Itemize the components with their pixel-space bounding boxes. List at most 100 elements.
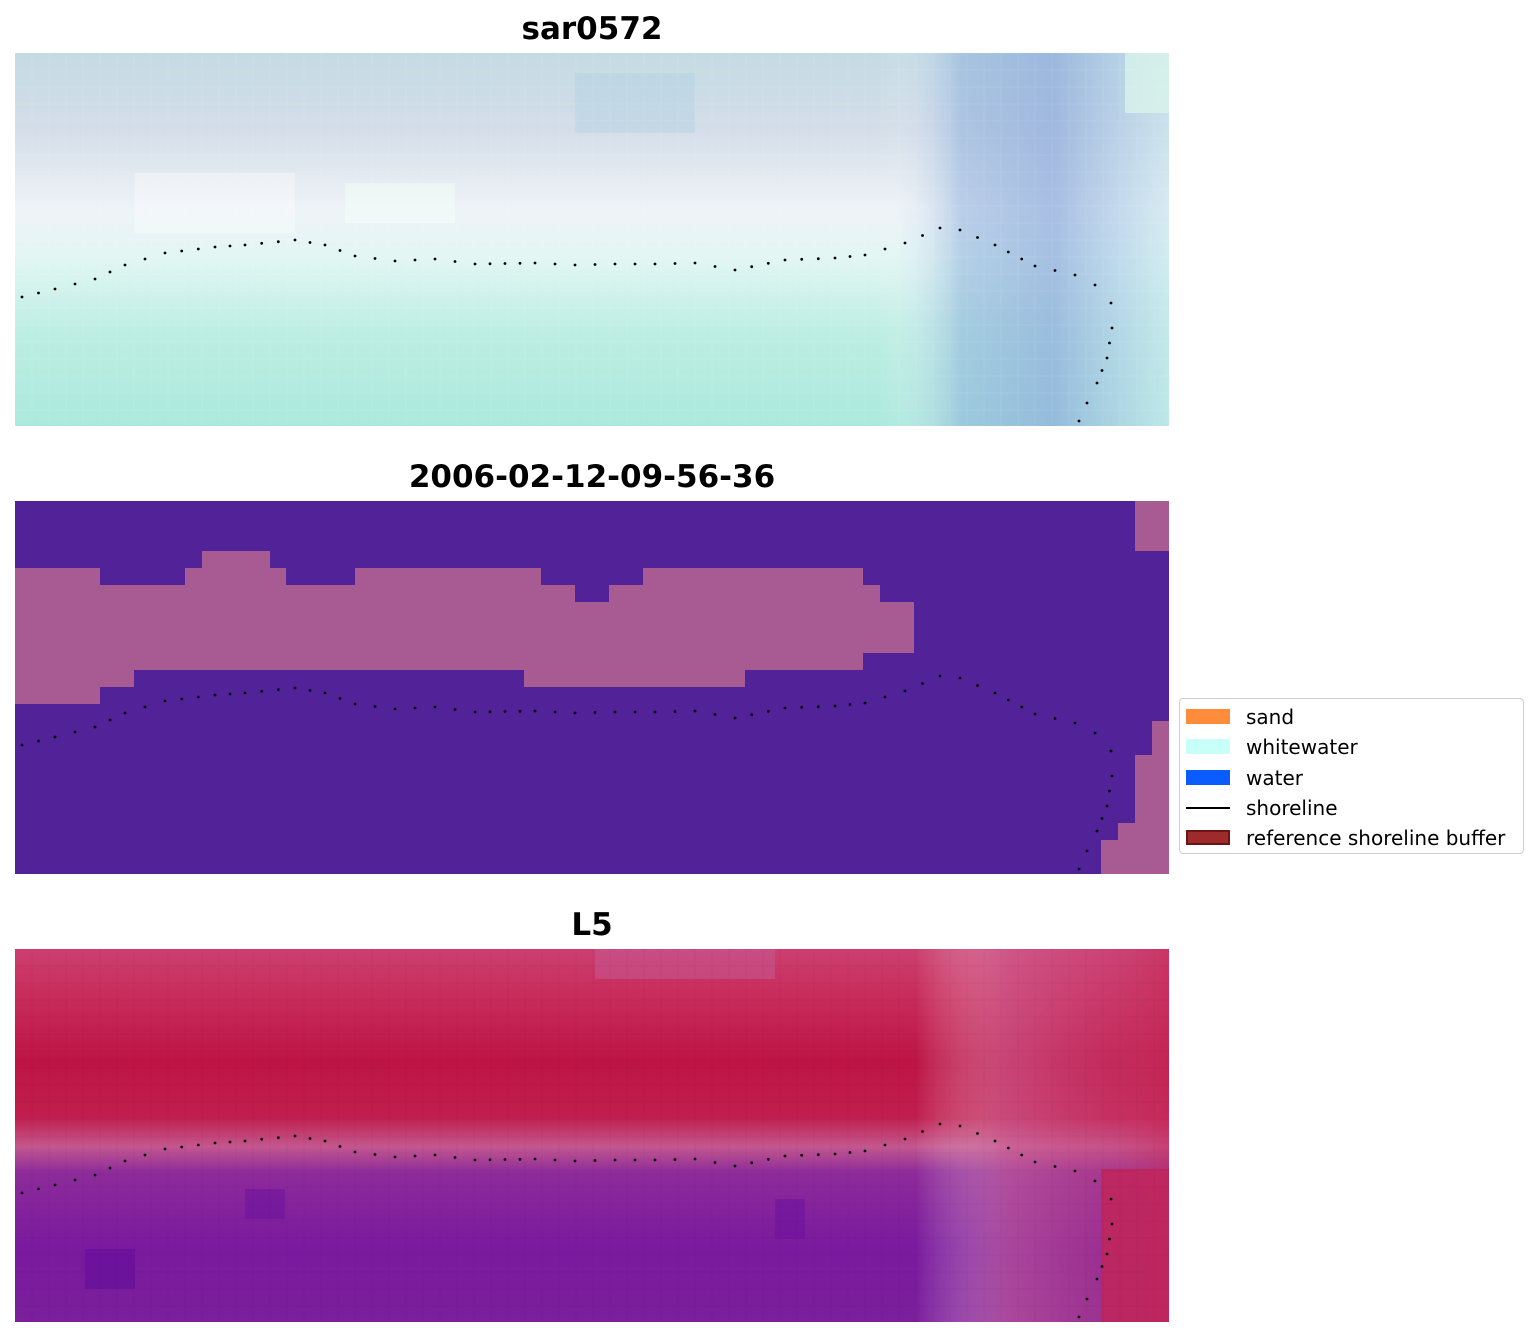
shoreline-point xyxy=(518,1157,522,1161)
panel-title-2: 2006-02-12-09-56-36 xyxy=(408,459,776,495)
shoreline-point xyxy=(938,674,942,678)
shoreline-point xyxy=(883,1143,887,1147)
shoreline-point xyxy=(488,710,492,714)
shoreline-point xyxy=(903,689,907,693)
shoreline-point xyxy=(1033,712,1037,716)
shoreline-point xyxy=(353,1150,357,1154)
shoreline-point xyxy=(143,1153,147,1157)
shoreline-point xyxy=(1006,1146,1010,1150)
shoreline-point xyxy=(1077,419,1081,423)
shoreline-point xyxy=(243,243,247,247)
legend-item-water: water xyxy=(1186,766,1522,790)
shoreline-point xyxy=(1095,381,1099,385)
shoreline-point xyxy=(1085,1297,1089,1301)
panel-title-1: sar0572 xyxy=(521,11,663,47)
shoreline-point xyxy=(180,249,184,253)
shoreline-point xyxy=(53,735,57,739)
shoreline-point xyxy=(783,1154,787,1158)
shoreline-point xyxy=(863,253,867,257)
legend-item-shoreline: shoreline xyxy=(1186,796,1522,820)
legend-swatch-whitewater xyxy=(1186,739,1230,754)
shoreline-point xyxy=(180,1145,184,1149)
shoreline-point xyxy=(293,238,297,242)
shoreline-point xyxy=(958,676,962,680)
shoreline-point xyxy=(1006,250,1010,254)
shoreline-point xyxy=(213,245,217,249)
shoreline-point xyxy=(633,262,637,266)
shoreline-point xyxy=(848,703,852,706)
shoreline-point xyxy=(1095,829,1099,833)
shoreline-point xyxy=(833,704,837,708)
shoreline-point xyxy=(243,691,247,695)
shoreline-point xyxy=(293,1134,297,1138)
shoreline-point xyxy=(938,1122,942,1126)
shoreline-point xyxy=(613,710,617,714)
shoreline-point xyxy=(593,263,597,266)
shoreline-point xyxy=(766,261,770,265)
index-map xyxy=(15,949,1169,1322)
classified-image xyxy=(15,501,1169,874)
shoreline-point xyxy=(53,1183,57,1187)
shoreline-point xyxy=(938,226,942,230)
classified-image-panel xyxy=(15,501,1169,874)
shoreline-point xyxy=(573,263,577,267)
shoreline-point xyxy=(693,261,697,265)
shoreline-point xyxy=(393,707,397,711)
shoreline-point xyxy=(673,710,677,713)
shoreline-point xyxy=(816,705,820,709)
legend-swatch-sand xyxy=(1186,709,1230,724)
shoreline-point xyxy=(453,260,457,263)
shoreline-point xyxy=(783,258,787,262)
shoreline-point xyxy=(1100,817,1104,820)
shoreline-point xyxy=(993,1139,997,1143)
shoreline-point xyxy=(143,705,147,709)
shoreline-point xyxy=(733,1164,737,1168)
legend: sand whitewater water shoreline referenc… xyxy=(1179,698,1524,854)
shoreline-point xyxy=(1093,1179,1097,1183)
shoreline-point xyxy=(196,1143,200,1147)
shoreline-point xyxy=(1033,264,1037,268)
legend-item-reference-buffer: reference shoreline buffer xyxy=(1186,826,1522,850)
shoreline-point xyxy=(503,710,507,713)
shoreline-point xyxy=(800,705,804,709)
shoreline-point xyxy=(293,686,297,690)
shoreline-point xyxy=(993,243,997,247)
shoreline-point xyxy=(353,254,357,258)
shoreline-point xyxy=(800,1153,804,1157)
sar-image xyxy=(15,53,1169,426)
shoreline-point xyxy=(260,689,264,693)
shoreline-point xyxy=(228,244,232,248)
shoreline-point xyxy=(976,1132,979,1135)
shoreline-point xyxy=(503,1158,507,1161)
shoreline-point xyxy=(833,256,837,260)
shoreline-point xyxy=(1100,369,1104,372)
shoreline-point xyxy=(1110,326,1114,330)
shoreline-point xyxy=(883,695,887,699)
shoreline-point xyxy=(1108,341,1111,345)
shoreline-point xyxy=(323,243,327,247)
shoreline-point xyxy=(323,1139,327,1143)
shoreline-point xyxy=(750,1161,754,1165)
shoreline-point xyxy=(1100,1265,1104,1268)
shoreline-point xyxy=(163,699,167,703)
shoreline-point xyxy=(1108,789,1111,793)
shoreline-point xyxy=(338,249,342,252)
shoreline-point xyxy=(53,287,57,291)
shoreline-point xyxy=(766,1157,770,1161)
shoreline-point xyxy=(1033,1160,1037,1164)
legend-label: shoreline xyxy=(1246,796,1338,820)
shoreline-point xyxy=(976,236,979,239)
shoreline-point xyxy=(1085,401,1089,405)
shoreline-point xyxy=(1110,1222,1114,1226)
shoreline-point xyxy=(863,701,867,705)
shoreline-point xyxy=(393,259,397,263)
shoreline-point xyxy=(123,711,127,715)
shoreline-point xyxy=(518,261,522,265)
shoreline-point xyxy=(1077,867,1081,871)
shoreline-point xyxy=(413,706,417,710)
shoreline-point xyxy=(163,251,167,255)
shoreline-point xyxy=(1108,1237,1111,1241)
shoreline-point xyxy=(533,261,537,265)
shoreline-point xyxy=(693,709,697,713)
shoreline-point xyxy=(653,710,657,714)
